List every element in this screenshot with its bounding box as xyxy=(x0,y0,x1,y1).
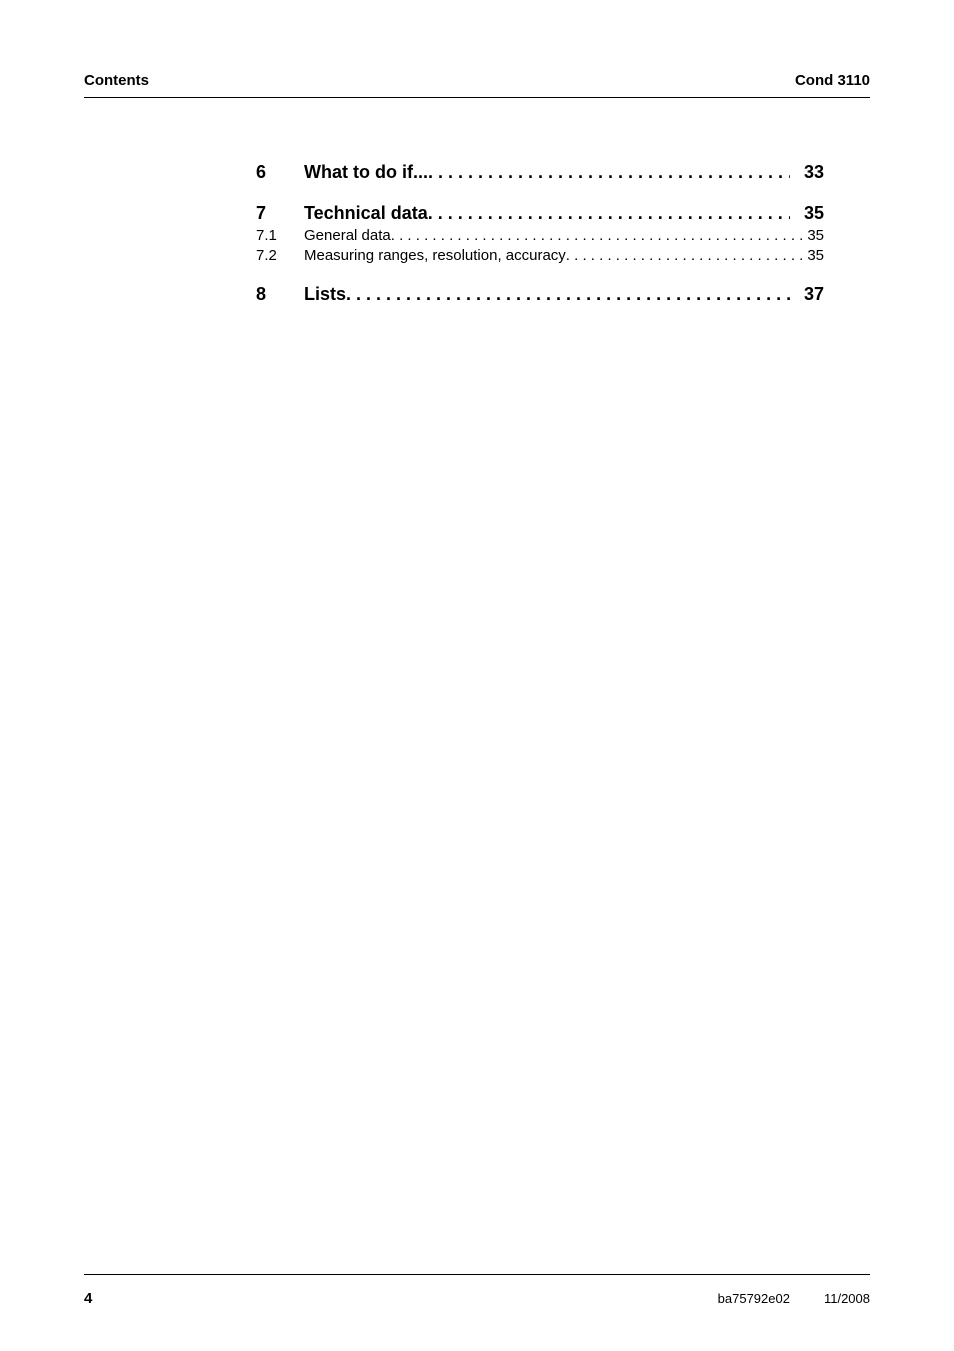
toc-number: 6 xyxy=(256,162,304,183)
toc-page: 37 xyxy=(790,284,824,305)
toc-section-8: 8 Lists 37 xyxy=(256,284,824,305)
toc-page: 35 xyxy=(803,227,824,244)
toc-title: General data xyxy=(304,227,391,244)
footer-divider xyxy=(84,1274,870,1275)
page-header: Contents Cond 3110 xyxy=(0,72,954,89)
toc-sub-7-2: 7.2 Measuring ranges, resolution, accura… xyxy=(256,247,824,264)
toc-page: 35 xyxy=(790,203,824,224)
toc-section-7: 7 Technical data 35 xyxy=(256,203,824,224)
toc-number: 8 xyxy=(256,284,304,305)
toc-title: What to do if... xyxy=(304,162,428,183)
toc-leader xyxy=(346,284,790,305)
toc-number: 7.1 xyxy=(256,227,304,244)
toc-page: 33 xyxy=(790,162,824,183)
toc-leader xyxy=(566,247,804,264)
toc-leader xyxy=(428,162,790,183)
toc-section-6: 6 What to do if... 33 xyxy=(256,162,824,183)
header-left: Contents xyxy=(84,72,149,89)
header-divider xyxy=(84,97,870,98)
header-right: Cond 3110 xyxy=(795,72,870,89)
footer-date: 11/2008 xyxy=(824,1291,870,1306)
toc-title: Lists xyxy=(304,284,346,305)
footer-page-number: 4 xyxy=(84,1290,92,1307)
toc-title: Measuring ranges, resolution, accuracy xyxy=(304,247,566,264)
toc-title: Technical data xyxy=(304,203,428,224)
page-footer: 4 ba75792e02 11/2008 xyxy=(84,1290,870,1307)
toc-leader xyxy=(391,227,804,244)
toc-number: 7 xyxy=(256,203,304,224)
table-of-contents: 6 What to do if... 33 7 Technical data 3… xyxy=(0,162,954,305)
footer-doc-id: ba75792e02 xyxy=(718,1291,790,1306)
toc-leader xyxy=(428,203,790,224)
toc-sub-7-1: 7.1 General data 35 xyxy=(256,227,824,244)
toc-number: 7.2 xyxy=(256,247,304,264)
toc-page: 35 xyxy=(803,247,824,264)
